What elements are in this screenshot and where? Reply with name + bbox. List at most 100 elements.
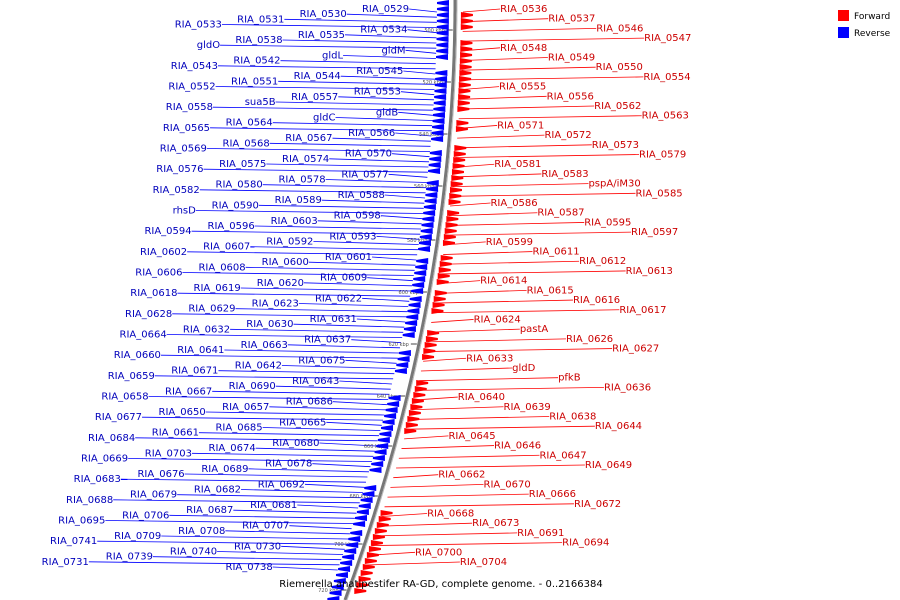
forward-gene-label[interactable]: RIA_0573	[592, 140, 639, 151]
reverse-gene-label[interactable]: RIA_0676	[137, 469, 184, 480]
forward-gene-label[interactable]: RIA_0694	[562, 538, 609, 549]
reverse-gene-label[interactable]: RIA_0534	[360, 25, 407, 36]
reverse-gene-label[interactable]: RIA_0600	[262, 257, 309, 268]
reverse-gene-label[interactable]: RIA_0594	[144, 226, 191, 237]
forward-gene-label[interactable]: RIA_0616	[573, 295, 620, 306]
reverse-gene-label[interactable]: RIA_0731	[42, 557, 89, 568]
forward-gene-label[interactable]: RIA_0585	[635, 188, 682, 199]
forward-gene-label[interactable]: RIA_0633	[466, 353, 513, 364]
reverse-gene-label[interactable]: RIA_0574	[282, 154, 329, 165]
reverse-gene-label[interactable]: RIA_0564	[226, 118, 273, 129]
reverse-gene-label[interactable]: RIA_0685	[215, 423, 262, 434]
forward-gene-label[interactable]: RIA_0613	[626, 266, 673, 277]
forward-gene-label[interactable]: RIA_0666	[529, 489, 576, 500]
forward-gene-label[interactable]: RIA_0571	[497, 120, 544, 131]
reverse-gene-label[interactable]: RIA_0709	[114, 531, 161, 542]
reverse-gene-label[interactable]: RIA_0730	[234, 541, 281, 552]
reverse-gene-label[interactable]: RIA_0629	[188, 304, 235, 315]
reverse-gene-label[interactable]: RIA_0606	[135, 268, 182, 279]
reverse-gene-label[interactable]: RIA_0630	[246, 319, 293, 330]
reverse-gene-label[interactable]: RIA_0678	[265, 459, 312, 470]
forward-gene-label[interactable]: RIA_0562	[594, 101, 641, 112]
reverse-gene-label[interactable]: RIA_0675	[298, 355, 345, 366]
reverse-gene-label[interactable]: RIA_0680	[272, 438, 319, 449]
reverse-gene-label[interactable]: RIA_0543	[171, 61, 218, 72]
forward-gene-label[interactable]: RIA_0611	[532, 247, 579, 258]
forward-gene-label[interactable]: RIA_0546	[596, 23, 643, 34]
reverse-gene-label[interactable]: RIA_0741	[50, 536, 97, 547]
forward-gene-label[interactable]: RIA_0615	[527, 285, 574, 296]
forward-gene-label[interactable]: pfkB	[558, 373, 581, 384]
reverse-gene-label[interactable]: RIA_0661	[152, 428, 199, 439]
forward-gene-label[interactable]: RIA_0555	[499, 82, 546, 93]
reverse-gene-label[interactable]: RIA_0650	[159, 407, 206, 418]
forward-gene-label[interactable]: RIA_0586	[490, 198, 537, 209]
forward-gene-label[interactable]: RIA_0638	[549, 411, 596, 422]
reverse-gene-label[interactable]: RIA_0671	[171, 366, 218, 377]
reverse-gene-label[interactable]: RIA_0660	[114, 350, 161, 361]
forward-gene-label[interactable]: RIA_0672	[574, 499, 621, 510]
reverse-gene-label[interactable]: RIA_0530	[300, 9, 347, 20]
reverse-gene-label[interactable]: RIA_0667	[165, 386, 212, 397]
forward-gene-label[interactable]: RIA_0612	[579, 256, 626, 267]
reverse-gene-label[interactable]: RIA_0706	[122, 510, 169, 521]
reverse-gene-label[interactable]: RIA_0690	[229, 381, 276, 392]
forward-gene-label[interactable]: RIA_0644	[595, 421, 642, 432]
forward-gene-label[interactable]: RIA_0640	[458, 392, 505, 403]
forward-gene-label[interactable]: RIA_0636	[604, 382, 651, 393]
forward-gene-label[interactable]: RIA_0579	[639, 150, 686, 161]
reverse-gene-label[interactable]: RIA_0619	[194, 283, 241, 294]
reverse-gene-label[interactable]: RIA_0592	[266, 237, 313, 248]
forward-gene-label[interactable]: RIA_0662	[438, 470, 485, 481]
reverse-gene-label[interactable]: RIA_0588	[338, 190, 385, 201]
reverse-gene-label[interactable]: RIA_0620	[257, 278, 304, 289]
forward-gene-label[interactable]: RIA_0547	[644, 33, 691, 44]
reverse-gene-label[interactable]: RIA_0565	[163, 123, 210, 134]
forward-gene-label[interactable]: RIA_0581	[494, 159, 541, 170]
reverse-gene-label[interactable]: RIA_0669	[81, 454, 128, 465]
forward-gene-label[interactable]: pspA/iM30	[588, 179, 640, 190]
reverse-gene-label[interactable]: RIA_0618	[130, 288, 177, 299]
forward-gene-label[interactable]: RIA_0704	[460, 557, 507, 568]
reverse-gene-label[interactable]: RIA_0589	[275, 195, 322, 206]
reverse-gene-label[interactable]: rhsD	[173, 206, 196, 217]
reverse-gene-label[interactable]: RIA_0663	[241, 340, 288, 351]
forward-gene-label[interactable]: RIA_0550	[596, 62, 643, 73]
reverse-gene-label[interactable]: RIA_0622	[315, 293, 362, 304]
reverse-gene-label[interactable]: RIA_0623	[252, 299, 299, 310]
forward-gene-label[interactable]: RIA_0617	[619, 305, 666, 316]
forward-gene-label[interactable]: gldD	[512, 363, 535, 374]
reverse-gene-label[interactable]: RIA_0707	[242, 521, 289, 532]
reverse-gene-label[interactable]: RIA_0738	[226, 562, 273, 573]
reverse-gene-label[interactable]: RIA_0689	[201, 464, 248, 475]
reverse-gene-label[interactable]: RIA_0601	[325, 252, 372, 263]
forward-gene-label[interactable]: RIA_0556	[547, 91, 594, 102]
reverse-gene-label[interactable]: RIA_0558	[166, 102, 213, 113]
forward-gene-label[interactable]: RIA_0626	[566, 334, 613, 345]
reverse-gene-label[interactable]: RIA_0567	[285, 133, 332, 144]
reverse-gene-label[interactable]: RIA_0692	[258, 479, 305, 490]
reverse-gene-label[interactable]: RIA_0674	[209, 443, 256, 454]
reverse-gene-label[interactable]: RIA_0657	[222, 402, 269, 413]
reverse-gene-label[interactable]: RIA_0533	[175, 20, 222, 31]
reverse-gene-label[interactable]: RIA_0683	[74, 474, 121, 485]
forward-gene-label[interactable]: RIA_0647	[539, 450, 586, 461]
forward-gene-label[interactable]: RIA_0691	[517, 528, 564, 539]
reverse-gene-label[interactable]: RIA_0569	[160, 144, 207, 155]
reverse-gene-label[interactable]: RIA_0679	[130, 490, 177, 501]
forward-gene-label[interactable]: RIA_0583	[541, 169, 588, 180]
forward-gene-label[interactable]: RIA_0673	[472, 518, 519, 529]
reverse-gene-label[interactable]: RIA_0739	[106, 552, 153, 563]
reverse-gene-label[interactable]: gldL	[322, 51, 343, 62]
forward-gene-label[interactable]: RIA_0646	[494, 441, 541, 452]
reverse-gene-label[interactable]: RIA_0529	[362, 4, 409, 15]
reverse-gene-label[interactable]: RIA_0542	[233, 56, 280, 67]
reverse-gene-label[interactable]: RIA_0658	[101, 392, 148, 403]
reverse-gene-label[interactable]: RIA_0686	[286, 397, 333, 408]
reverse-gene-label[interactable]: RIA_0590	[212, 200, 259, 211]
reverse-gene-label[interactable]: RIA_0664	[120, 330, 167, 341]
reverse-gene-label[interactable]: sua5B	[245, 97, 276, 108]
reverse-gene-label[interactable]: RIA_0535	[298, 30, 345, 41]
reverse-gene-label[interactable]: RIA_0552	[168, 82, 215, 93]
reverse-gene-label[interactable]: RIA_0637	[304, 335, 351, 346]
